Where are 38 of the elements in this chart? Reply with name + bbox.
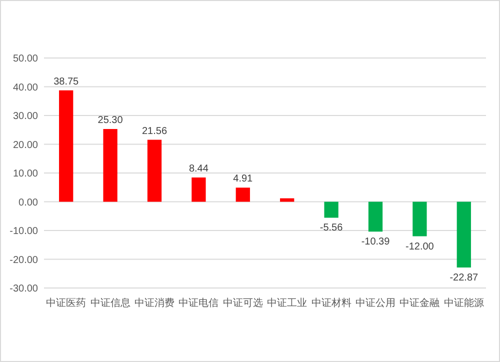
y-tick-label: -20.00: [10, 254, 38, 266]
bar: [324, 202, 338, 218]
bar: [147, 140, 162, 202]
x-tick-label: 中证材料: [311, 297, 352, 309]
y-tick-label: -10.00: [10, 226, 38, 237]
bar: [412, 202, 427, 236]
bar: [368, 202, 383, 232]
data-label: -5.56: [320, 222, 344, 234]
y-tick-label: 30.00: [12, 111, 38, 122]
data-label: -22.87: [450, 272, 479, 284]
data-label: 25.30: [98, 115, 124, 126]
bar: [103, 129, 118, 202]
x-tick-label: 中证信息: [90, 297, 130, 309]
x-tick-label: 中证消费: [134, 297, 174, 309]
bar: [236, 188, 250, 202]
data-label: 38.75: [54, 76, 80, 88]
data-label: 8.44: [188, 163, 209, 174]
data-label: 21.56: [142, 126, 168, 137]
bar: [59, 90, 74, 202]
data-label: -12.00: [406, 241, 434, 252]
y-tick-label: 50.00: [12, 54, 38, 64]
x-tick-label: 中证能源: [444, 297, 484, 309]
x-tick-label: 中证工业: [267, 297, 308, 309]
y-tick-label: 20.00: [12, 140, 38, 151]
bar: [280, 198, 294, 202]
y-tick-label: 40.00: [12, 82, 38, 94]
bar: [192, 177, 206, 202]
x-tick-label: 中证公用: [356, 297, 396, 309]
y-tick-label: 0.00: [18, 197, 38, 208]
y-tick-label: 10.00: [12, 168, 38, 180]
data-label: -10.39: [361, 236, 390, 248]
x-tick-label: 中证电信: [178, 297, 219, 309]
x-tick-label: 中证医药: [46, 297, 86, 309]
y-tick-label: -30.00: [10, 284, 38, 294]
bar: [456, 202, 471, 268]
data-label: 4.91: [233, 174, 254, 185]
x-tick-label: 中证可选: [222, 297, 263, 309]
x-tick-label: 中证金融: [400, 297, 440, 309]
